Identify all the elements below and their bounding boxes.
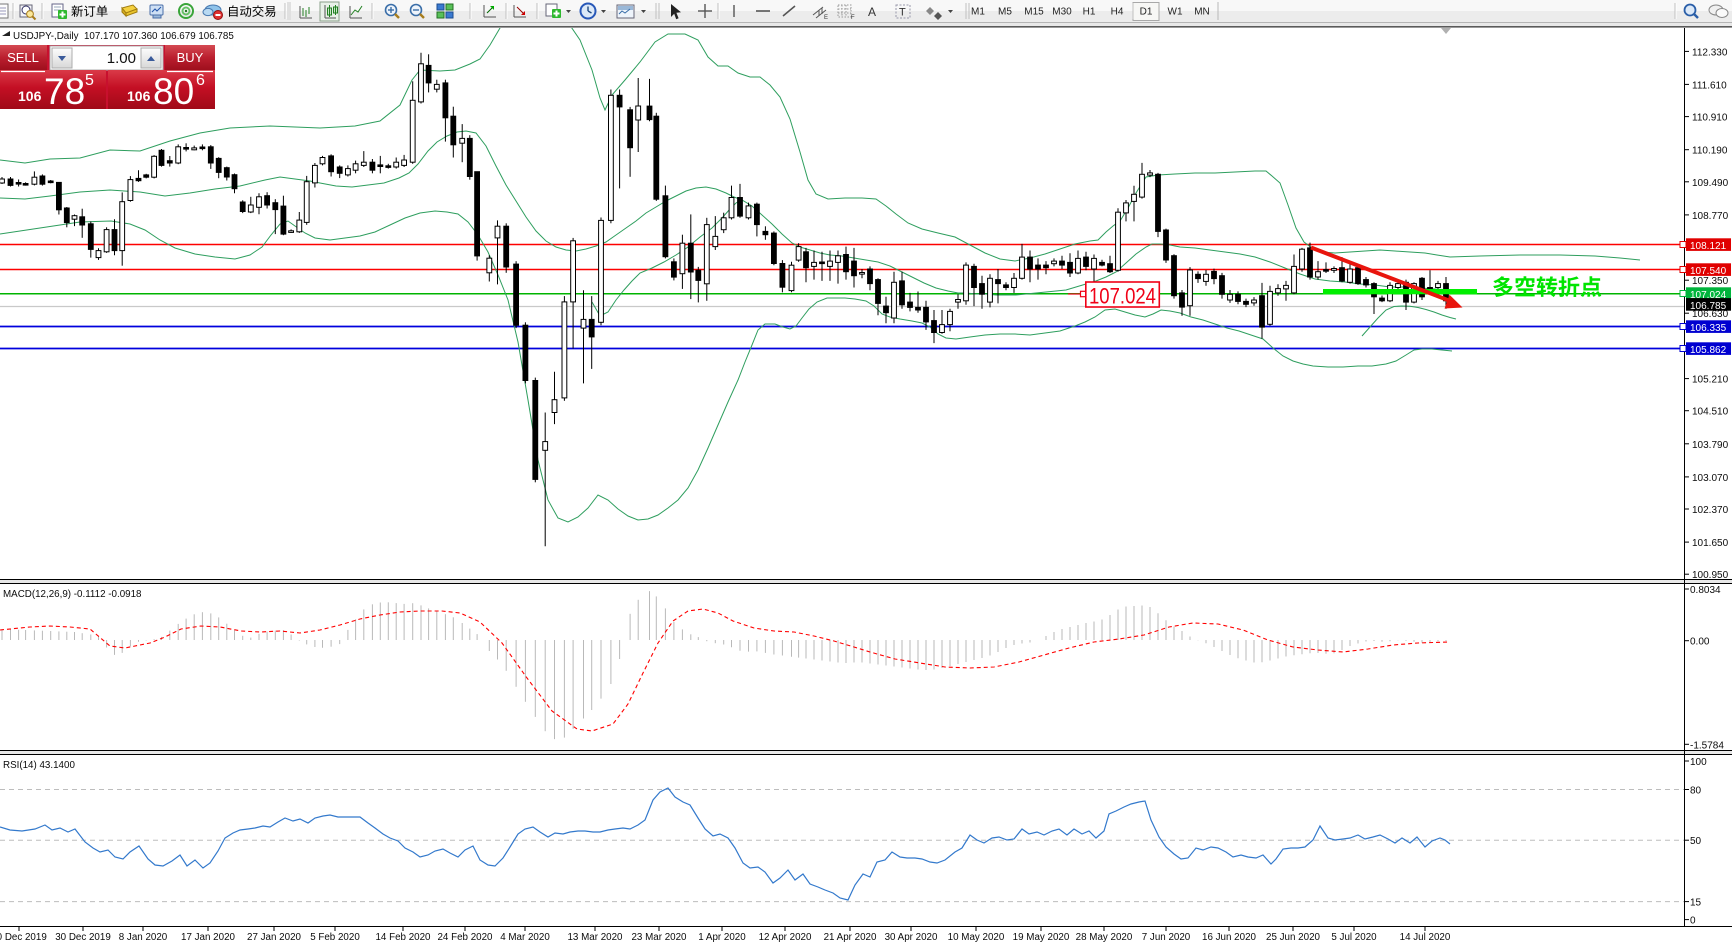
svg-text:19 May 2020: 19 May 2020 bbox=[1013, 932, 1070, 943]
svg-text:106.785: 106.785 bbox=[1690, 301, 1727, 312]
svg-text:25 Jun 2020: 25 Jun 2020 bbox=[1266, 932, 1320, 943]
svg-text:1 Apr 2020: 1 Apr 2020 bbox=[698, 932, 746, 943]
svg-text:12 Apr 2020: 12 Apr 2020 bbox=[759, 932, 812, 943]
svg-text:103.070: 103.070 bbox=[1692, 473, 1729, 484]
svg-text:105.210: 105.210 bbox=[1692, 375, 1729, 386]
svg-text:7 Jun 2020: 7 Jun 2020 bbox=[1142, 932, 1191, 943]
svg-text:10 May 2020: 10 May 2020 bbox=[948, 932, 1005, 943]
svg-text:14 Jul 2020: 14 Jul 2020 bbox=[1400, 932, 1451, 943]
svg-text:H1: H1 bbox=[1083, 7, 1096, 18]
svg-text:17 Jan 2020: 17 Jan 2020 bbox=[181, 932, 235, 943]
svg-text:M1: M1 bbox=[971, 7, 985, 18]
svg-text:24 Feb 2020: 24 Feb 2020 bbox=[437, 932, 493, 943]
svg-text:23 Mar 2020: 23 Mar 2020 bbox=[631, 932, 687, 943]
svg-text:20 Dec 2019: 20 Dec 2019 bbox=[0, 932, 47, 943]
svg-text:80: 80 bbox=[153, 71, 194, 112]
svg-text:30 Dec 2019: 30 Dec 2019 bbox=[55, 932, 111, 943]
svg-text:H4: H4 bbox=[1111, 7, 1124, 18]
svg-text:16 Jun 2020: 16 Jun 2020 bbox=[1202, 932, 1256, 943]
svg-text:E: E bbox=[824, 15, 828, 21]
svg-text:1.00: 1.00 bbox=[107, 50, 136, 67]
svg-text:A: A bbox=[868, 5, 876, 19]
svg-text:107.024: 107.024 bbox=[1690, 290, 1727, 301]
svg-text:5 Jul 2020: 5 Jul 2020 bbox=[1331, 932, 1377, 943]
svg-text:M15: M15 bbox=[1024, 7, 1044, 18]
svg-text:107.350: 107.350 bbox=[1692, 276, 1729, 287]
svg-text:110.910: 110.910 bbox=[1692, 113, 1728, 124]
svg-text:101.650: 101.650 bbox=[1692, 538, 1729, 549]
svg-text:102.370: 102.370 bbox=[1692, 505, 1729, 516]
svg-text:D1: D1 bbox=[1140, 7, 1153, 18]
svg-text:106: 106 bbox=[18, 88, 42, 104]
svg-text:109.490: 109.490 bbox=[1692, 178, 1729, 189]
svg-text:28 May 2020: 28 May 2020 bbox=[1076, 932, 1133, 943]
svg-text:50: 50 bbox=[1690, 836, 1702, 847]
svg-text:0.8034: 0.8034 bbox=[1690, 585, 1721, 596]
svg-text:108.770: 108.770 bbox=[1692, 211, 1729, 222]
svg-text:103.790: 103.790 bbox=[1692, 440, 1729, 451]
svg-text:112.330: 112.330 bbox=[1692, 47, 1728, 58]
svg-text:F: F bbox=[851, 15, 855, 21]
svg-text:14 Feb 2020: 14 Feb 2020 bbox=[375, 932, 431, 943]
svg-text:108.121: 108.121 bbox=[1690, 241, 1727, 252]
svg-text:107.024: 107.024 bbox=[1089, 284, 1156, 309]
svg-text:15: 15 bbox=[1690, 898, 1702, 909]
svg-text:W1: W1 bbox=[1168, 7, 1183, 18]
svg-text:MACD(12,26,9) -0.1112 -0.0918: MACD(12,26,9) -0.1112 -0.0918 bbox=[3, 589, 142, 600]
svg-text:80: 80 bbox=[1690, 786, 1702, 797]
svg-text:27 Jan 2020: 27 Jan 2020 bbox=[247, 932, 301, 943]
svg-text:100: 100 bbox=[1690, 757, 1707, 768]
svg-text:M5: M5 bbox=[998, 7, 1012, 18]
svg-text:30 Apr 2020: 30 Apr 2020 bbox=[885, 932, 938, 943]
svg-text:13 Mar 2020: 13 Mar 2020 bbox=[567, 932, 623, 943]
svg-text:4 Mar 2020: 4 Mar 2020 bbox=[500, 932, 550, 943]
svg-text:110.190: 110.190 bbox=[1692, 146, 1728, 157]
svg-text:8 Jan 2020: 8 Jan 2020 bbox=[119, 932, 168, 943]
svg-text:100.950: 100.950 bbox=[1692, 570, 1729, 581]
svg-text:SELL: SELL bbox=[7, 50, 39, 65]
svg-text:106.630: 106.630 bbox=[1692, 309, 1729, 320]
svg-text:0: 0 bbox=[1690, 916, 1696, 927]
svg-text:RSI(14) 43.1400: RSI(14) 43.1400 bbox=[3, 760, 75, 771]
svg-text:107.540: 107.540 bbox=[1690, 266, 1727, 277]
svg-text:78: 78 bbox=[44, 71, 85, 112]
svg-text:21 Apr 2020: 21 Apr 2020 bbox=[824, 932, 877, 943]
svg-text:104.510: 104.510 bbox=[1692, 407, 1729, 418]
svg-text:T: T bbox=[899, 7, 906, 19]
svg-text:M30: M30 bbox=[1052, 7, 1072, 18]
svg-text:-1.5784: -1.5784 bbox=[1690, 740, 1724, 751]
svg-text:5 Feb 2020: 5 Feb 2020 bbox=[310, 932, 360, 943]
svg-text:MN: MN bbox=[1194, 7, 1210, 18]
svg-text:106: 106 bbox=[127, 88, 151, 104]
svg-text:0.00: 0.00 bbox=[1690, 637, 1710, 648]
svg-text:106.335: 106.335 bbox=[1690, 323, 1727, 334]
svg-text:111.610: 111.610 bbox=[1692, 80, 1727, 91]
svg-text:6: 6 bbox=[196, 72, 205, 89]
svg-text:BUY: BUY bbox=[177, 50, 204, 65]
svg-text:105.862: 105.862 bbox=[1690, 345, 1727, 356]
svg-text:5: 5 bbox=[85, 72, 94, 89]
svg-text:USDJPY-,Daily 107.170 107.360: USDJPY-,Daily 107.170 107.360 106.679 10… bbox=[13, 31, 234, 42]
